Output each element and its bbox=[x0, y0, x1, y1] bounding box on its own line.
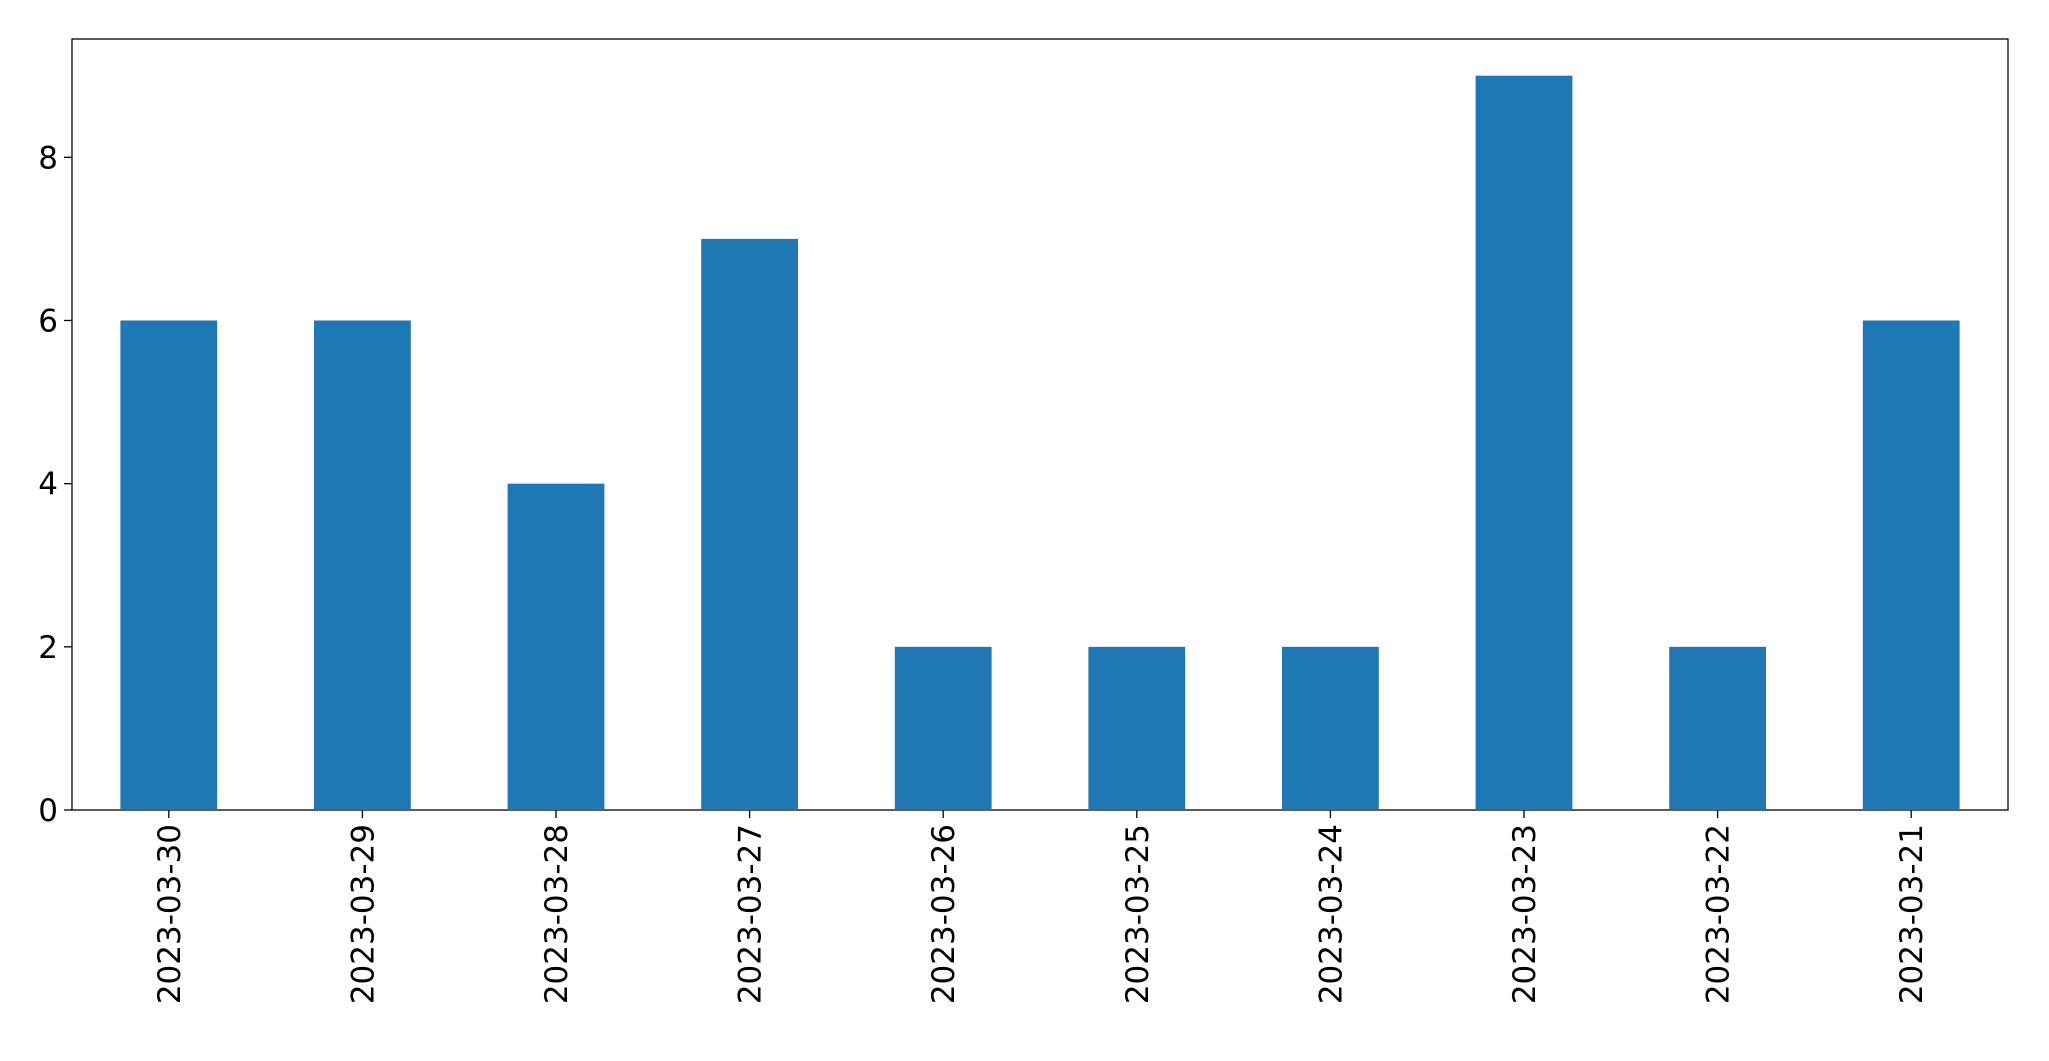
x-tick-label: 2023-03-23 bbox=[1507, 824, 1543, 1004]
plot-frame bbox=[71, 38, 2009, 811]
y-tick-label: 8 bbox=[38, 140, 58, 176]
x-tick-label: 2023-03-26 bbox=[926, 824, 962, 1004]
x-tick-label: 2023-03-28 bbox=[539, 824, 575, 1004]
y-tick-label: 6 bbox=[38, 303, 58, 339]
bar bbox=[314, 320, 411, 810]
y-tick-label: 2 bbox=[38, 630, 58, 666]
y-tick-label: 4 bbox=[38, 467, 58, 503]
x-tick-label: 2023-03-27 bbox=[733, 824, 769, 1004]
bar bbox=[1475, 75, 1573, 810]
x-tick-label: 2023-03-30 bbox=[152, 824, 188, 1004]
bar bbox=[1862, 320, 1960, 810]
x-tick-label: 2023-03-21 bbox=[1894, 824, 1930, 1004]
y-tick-label: 0 bbox=[38, 793, 58, 829]
bar bbox=[1088, 646, 1186, 810]
bar bbox=[894, 646, 992, 810]
bar bbox=[1282, 646, 1379, 810]
x-tick-label: 2023-03-22 bbox=[1701, 824, 1737, 1004]
bar bbox=[120, 320, 218, 810]
bar bbox=[507, 483, 605, 810]
x-tick-label: 2023-03-24 bbox=[1313, 824, 1349, 1004]
x-tick-label: 2023-03-29 bbox=[345, 824, 381, 1004]
bar bbox=[1669, 646, 1766, 810]
bar bbox=[701, 238, 798, 810]
x-tick-label: 2023-03-25 bbox=[1120, 824, 1156, 1004]
